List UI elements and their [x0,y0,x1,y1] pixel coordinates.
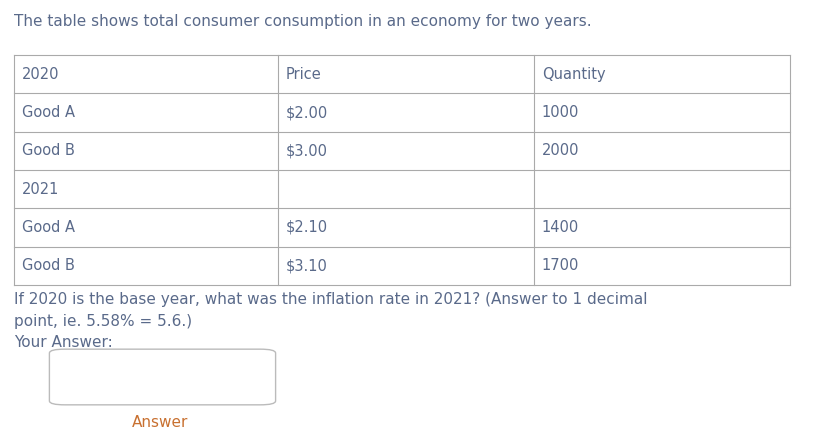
Text: $2.00: $2.00 [286,105,328,120]
Text: 2020: 2020 [22,66,59,82]
Text: The table shows total consumer consumption in an economy for two years.: The table shows total consumer consumpti… [14,14,592,29]
Text: 2021: 2021 [22,182,59,197]
Text: $2.10: $2.10 [286,220,328,235]
Text: Good B: Good B [22,144,75,158]
Text: Quantity: Quantity [542,66,606,82]
Text: 1700: 1700 [542,258,580,273]
Text: $3.10: $3.10 [286,258,328,273]
Text: Your Answer:: Your Answer: [14,335,113,350]
Text: Good A: Good A [22,105,75,120]
Text: Good B: Good B [22,258,75,273]
Text: Good A: Good A [22,220,75,235]
Text: $3.00: $3.00 [286,144,328,158]
Text: 2000: 2000 [542,144,580,158]
Text: If 2020 is the base year, what was the inflation rate in 2021? (Answer to 1 deci: If 2020 is the base year, what was the i… [14,292,647,329]
FancyBboxPatch shape [50,349,276,405]
Text: Answer: Answer [132,415,188,430]
Text: 1000: 1000 [542,105,580,120]
Text: Price: Price [286,66,322,82]
Text: 1400: 1400 [542,220,579,235]
